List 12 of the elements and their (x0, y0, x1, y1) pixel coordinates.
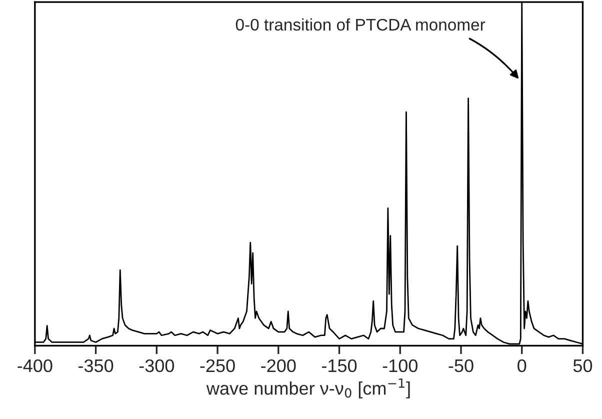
x-tick-label: 50 (573, 359, 592, 372)
x-tick-label: -100 (382, 359, 418, 372)
x-tick-label: -50 (448, 359, 474, 372)
x-tick-label: -350 (78, 359, 114, 372)
x-tick-label: -150 (322, 359, 357, 372)
x-tick-label: -200 (261, 359, 296, 372)
x-axis-title: wave number ν-ν$_{0}$ [cm$^{−1}$] (206, 378, 410, 398)
x-tick-label: 0 (518, 359, 526, 372)
x-tick-label: -300 (139, 359, 174, 372)
x-tick-label: -250 (200, 359, 235, 372)
x-tick-label: -400 (18, 359, 52, 372)
annotation: 0-0 transition of PTCDA monomer (236, 18, 486, 31)
